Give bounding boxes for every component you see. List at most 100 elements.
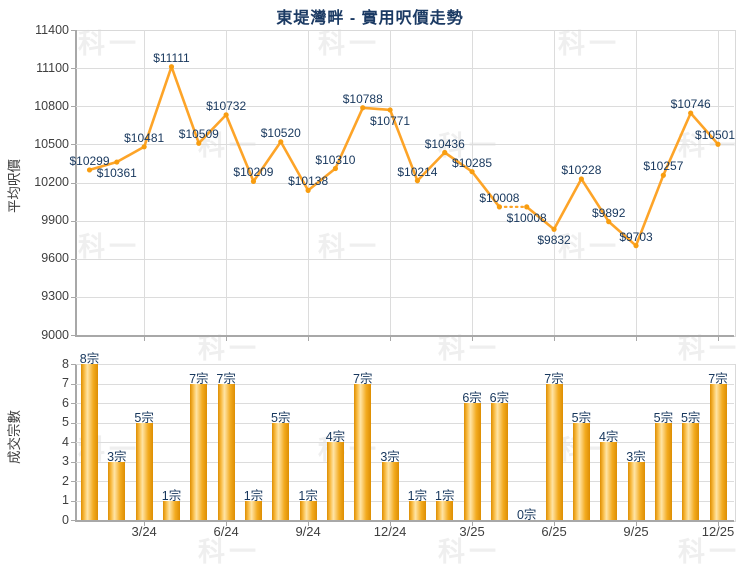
point-label: $10228 (561, 162, 602, 177)
volume-bar (463, 403, 481, 520)
bar-label: 1宗 (407, 488, 428, 503)
point-label: $10520 (260, 125, 301, 140)
y-axis-tick (71, 258, 76, 260)
x-tick-label: 9/25 (623, 524, 649, 539)
h-gridline (76, 383, 734, 385)
watermark-text: 科一 (318, 232, 380, 262)
y-axis-tick (71, 220, 76, 222)
h-gridline (76, 481, 734, 482)
bar-label: 3宗 (107, 449, 127, 464)
y-tick-label: 11400 (35, 22, 69, 37)
x-tick-label: 3/25 (459, 524, 485, 539)
v-gridline (554, 30, 556, 335)
y-axis-tick (71, 383, 76, 385)
point-label: $10008 (479, 190, 520, 205)
y-axis-tick (71, 403, 76, 404)
volume-bar (190, 383, 208, 520)
volume-bar (490, 403, 508, 520)
volume-bar (682, 422, 700, 520)
y-tick-label: 11100 (36, 60, 69, 75)
watermark-text: 科一 (438, 333, 500, 364)
x-axis-tick (554, 337, 556, 341)
bar-label: 7宗 (544, 371, 564, 386)
point-label: $10771 (370, 113, 411, 128)
volume-bar (299, 500, 317, 520)
watermark-text: 科一 (78, 29, 140, 59)
y-tick-label: 10200 (34, 175, 69, 189)
x-axis-tick (718, 522, 719, 526)
point-label: $10299 (69, 153, 110, 168)
h-gridline (76, 364, 734, 365)
y-axis-tick (71, 364, 76, 365)
y-axis-title-count: 成交宗數 (7, 410, 22, 464)
x-axis-tick (390, 337, 392, 341)
bar-label: 7宗 (216, 371, 236, 386)
watermark-text: 科一 (678, 333, 740, 364)
h-gridline (76, 442, 734, 443)
point-label: $10138 (288, 174, 329, 189)
x-axis-tick (554, 522, 556, 526)
y-tick-label: 9300 (41, 289, 69, 304)
volume-bar (354, 383, 372, 520)
watermark-text: 科一 (318, 29, 380, 59)
x-tick-label: 3/24 (131, 524, 157, 539)
volume-bar (162, 500, 180, 520)
h-gridline (76, 422, 734, 424)
point-label: $10501 (694, 128, 736, 143)
count-y-axis-line (75, 364, 77, 522)
bar-label: 7宗 (708, 371, 728, 386)
bar-label: 1宗 (435, 488, 455, 503)
x-axis-tick (144, 522, 146, 526)
bar-label: 5宗 (271, 410, 291, 425)
y-tick-label: 0 (62, 512, 69, 527)
h-gridline (76, 296, 734, 298)
watermark-text: 科一 (78, 232, 140, 262)
point-label: $10509 (178, 127, 219, 142)
price-trend-chart: 東堤灣畔 - 實用呎價走勢 平均呎價 成交宗數 科一 科一 科一 科一 科一 科一 科一 科一… (7, 10, 740, 567)
price-x-axis-line (75, 335, 734, 337)
point-label: $10746 (670, 97, 711, 112)
y-axis-tick (71, 461, 76, 463)
v-gridline (390, 30, 392, 335)
y-axis-tick (71, 500, 76, 502)
bar-label: 5宗 (653, 410, 674, 425)
x-tick-label: 6/24 (213, 524, 239, 539)
x-axis-tick (718, 337, 719, 341)
y-axis-tick (71, 182, 76, 184)
x-axis-tick (226, 337, 228, 341)
v-gridline (144, 30, 146, 335)
bar-label: 7宗 (189, 371, 209, 386)
bar-label: 1宗 (243, 488, 264, 503)
bar-label: 1宗 (298, 488, 318, 503)
volume-bar (272, 422, 290, 520)
volume-bar (108, 461, 126, 520)
x-axis-tick (308, 522, 310, 526)
y-tick-label: 8 (62, 356, 69, 371)
volume-bar (81, 364, 98, 520)
watermark-text: 科一 (558, 29, 620, 59)
point-label: $9892 (592, 205, 626, 220)
point-label: $10310 (315, 152, 356, 167)
y-tick-label: 4 (62, 434, 69, 449)
y-axis-title-price: 平均呎價 (7, 159, 22, 213)
y-axis-tick (71, 481, 76, 482)
v-gridline (226, 30, 228, 335)
bar-label: 5宗 (134, 410, 154, 425)
price-y-axis-line (75, 30, 77, 337)
point-label: $9703 (619, 229, 653, 244)
x-tick-label: 9/24 (295, 524, 321, 539)
y-axis-tick (71, 442, 76, 443)
bar-label: 4宗 (598, 430, 619, 444)
v-gridline (472, 30, 474, 335)
volume-bar (408, 500, 426, 520)
y-axis-tick (71, 144, 76, 146)
bar-label: 0宗 (516, 508, 537, 522)
y-tick-label: 1 (62, 493, 69, 507)
h-gridline (76, 258, 734, 260)
y-axis-tick (71, 422, 76, 424)
bar-label: 5宗 (680, 410, 701, 425)
x-axis-tick (636, 337, 638, 341)
y-axis-tick (71, 296, 76, 298)
x-axis-tick (472, 337, 474, 341)
bar-label: 8宗 (79, 352, 100, 366)
